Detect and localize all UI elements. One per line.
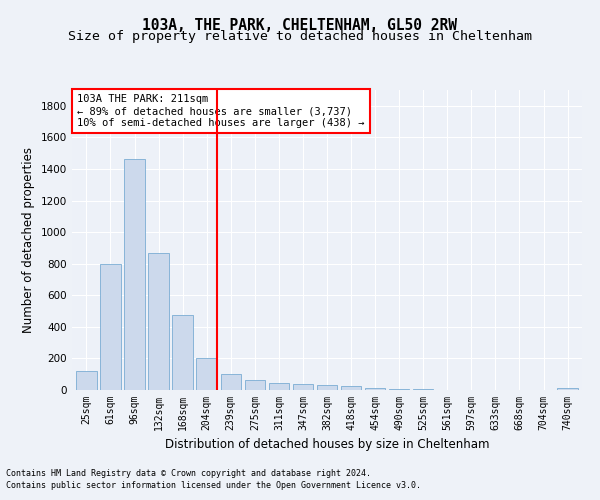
Bar bbox=[389, 389, 409, 390]
Text: Size of property relative to detached houses in Cheltenham: Size of property relative to detached ho… bbox=[68, 30, 532, 43]
Text: Contains public sector information licensed under the Open Government Licence v3: Contains public sector information licen… bbox=[6, 481, 421, 490]
Text: 103A, THE PARK, CHELTENHAM, GL50 2RW: 103A, THE PARK, CHELTENHAM, GL50 2RW bbox=[143, 18, 458, 32]
Bar bbox=[557, 388, 578, 390]
Bar bbox=[341, 386, 361, 390]
Bar bbox=[317, 386, 337, 390]
Bar bbox=[76, 371, 97, 390]
Bar bbox=[100, 264, 121, 390]
Bar bbox=[172, 315, 193, 390]
X-axis label: Distribution of detached houses by size in Cheltenham: Distribution of detached houses by size … bbox=[165, 438, 489, 452]
Text: Contains HM Land Registry data © Crown copyright and database right 2024.: Contains HM Land Registry data © Crown c… bbox=[6, 468, 371, 477]
Bar bbox=[124, 160, 145, 390]
Bar bbox=[413, 389, 433, 390]
Y-axis label: Number of detached properties: Number of detached properties bbox=[22, 147, 35, 333]
Bar bbox=[269, 384, 289, 390]
Bar bbox=[245, 380, 265, 390]
Bar bbox=[365, 388, 385, 390]
Bar bbox=[148, 254, 169, 390]
Bar bbox=[293, 384, 313, 390]
Bar bbox=[221, 374, 241, 390]
Bar bbox=[196, 358, 217, 390]
Text: 103A THE PARK: 211sqm
← 89% of detached houses are smaller (3,737)
10% of semi-d: 103A THE PARK: 211sqm ← 89% of detached … bbox=[77, 94, 365, 128]
